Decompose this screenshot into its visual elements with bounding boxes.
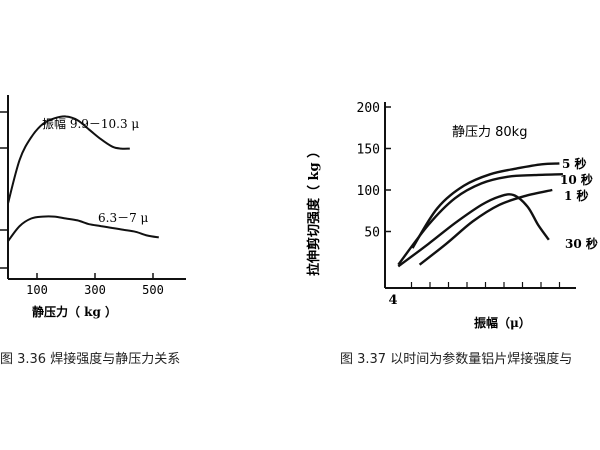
x-tick-label: 300 [84, 283, 106, 297]
caption-figure-3-36: 图 3.36 焊接强度与静压力关系 [0, 352, 181, 367]
x-tick-label: 4 [388, 293, 397, 308]
y-tick-label: 200 [357, 101, 380, 116]
series-label-amplitude-high: 振幅 9.9－10.3 μ [42, 116, 139, 131]
series-line-4 [397, 193, 550, 268]
series-line-3 [418, 188, 553, 266]
series-label-amplitude-low: 6.3－7 μ [98, 211, 149, 225]
x-tick-label: 100 [26, 283, 48, 297]
caption-figure-3-37: 图 3.37 以时间为参数量铝片焊接强度与 [340, 352, 573, 367]
y-tick-label: 150 [357, 143, 380, 158]
y-axis-label: 拉伸剪切强度（ kg ） [306, 145, 322, 276]
series-line-2 [397, 173, 563, 266]
annotation-static-pressure: 静压力 80kg [452, 125, 527, 140]
chart-weld-strength-vs-pressure: 100 300 500 静压力（ kg ） 振幅 9.9－10.3 μ 6.3－7 μ [0, 95, 186, 319]
chart-shear-strength-vs-amplitude: 50 100 150 200 4 拉伸剪切强度（ kg ） 振幅（μ） 静压力 80kg 5 秒… [306, 101, 598, 330]
y-tick-label: 50 [364, 226, 380, 241]
series-line-1 [7, 115, 130, 204]
y-tick-label: 100 [357, 184, 380, 199]
x-tick-label: 500 [142, 283, 164, 297]
series-label-2: 10 秒 [560, 172, 593, 187]
series-label-3: 1 秒 [564, 188, 589, 203]
series-label-4: 30 秒 [565, 236, 598, 251]
series-line-1 [411, 162, 560, 249]
x-axis-label: 静压力（ kg ） [32, 304, 117, 319]
series-label-1: 5 秒 [562, 156, 587, 171]
series-line-2 [7, 215, 159, 242]
x-axis-label: 振幅（μ） [474, 315, 531, 330]
